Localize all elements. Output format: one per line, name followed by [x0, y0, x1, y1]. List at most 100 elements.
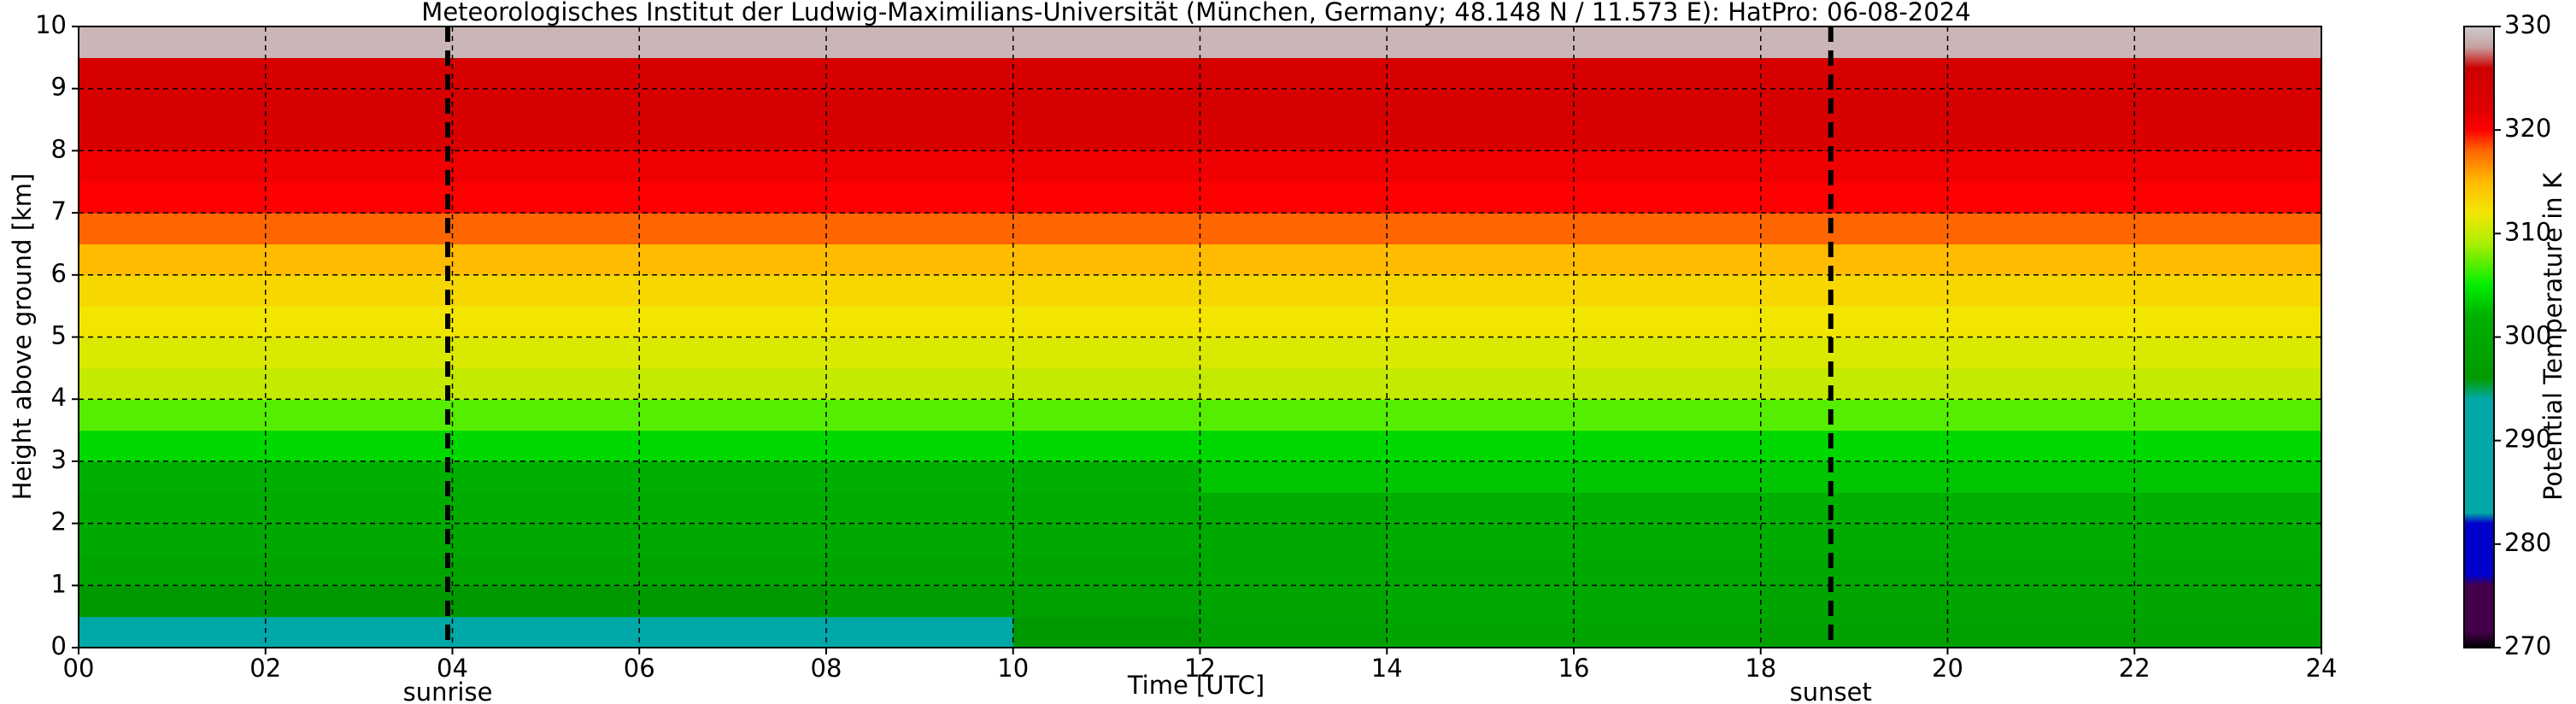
heat-cell [1200, 523, 1388, 555]
heat-cell [2134, 88, 2322, 120]
heat-cell [1574, 213, 1762, 245]
heat-cell [1200, 274, 1388, 307]
heat-cell [639, 367, 827, 400]
heat-cell [826, 57, 1014, 90]
heat-cell [1947, 367, 2135, 400]
heat-cell [1947, 88, 2135, 120]
heat-cell [1947, 120, 2135, 151]
heat-cell [452, 26, 640, 58]
heat-cell [639, 430, 827, 462]
colorbar-tick-label: 280 [2504, 528, 2551, 557]
x-tick-label: 18 [1745, 654, 1776, 683]
heat-cell [1012, 492, 1201, 525]
heat-cell [1947, 181, 2135, 214]
heat-cell [1947, 274, 2135, 307]
chart-title: Meteorologisches Institut der Ludwig-Max… [421, 0, 1970, 26]
heat-cell [1012, 26, 1201, 58]
heat-cell [1200, 492, 1388, 525]
heat-cell [1760, 150, 1949, 183]
heat-cell [79, 554, 267, 586]
heat-cell [1760, 213, 1949, 245]
heat-cell [452, 120, 640, 151]
heat-cell [1574, 523, 1762, 555]
heat-cell [79, 461, 267, 493]
heat-cell [1012, 461, 1201, 493]
heat-cell [1760, 492, 1949, 525]
heat-cell [2134, 585, 2322, 618]
heat-cell [79, 26, 267, 58]
heat-cell [1200, 150, 1388, 183]
y-tick-label: 0 [51, 631, 67, 660]
heat-cell [1947, 461, 2135, 493]
y-axis-label: Height above ground [km] [8, 173, 37, 501]
heat-cell [452, 150, 640, 183]
heat-cell [1387, 26, 1575, 58]
heat-cell [1200, 430, 1388, 462]
heat-cell [452, 554, 640, 586]
heat-cell [1760, 367, 1949, 400]
colorbar-tick-label: 300 [2504, 321, 2551, 350]
heat-cell [1387, 213, 1575, 245]
x-tick-label: 08 [811, 654, 842, 683]
heat-cell [1387, 430, 1575, 462]
heat-cell [265, 554, 454, 586]
heat-cell [1200, 399, 1388, 431]
heat-cell [1947, 243, 2135, 276]
x-tick-label: 12 [1184, 654, 1216, 683]
heat-cell [2134, 26, 2322, 58]
heat-cell [1200, 57, 1388, 90]
heat-cell [1200, 213, 1388, 245]
heat-cell [1947, 399, 2135, 431]
heat-cell [1574, 88, 1762, 120]
heat-cell [1012, 399, 1201, 431]
heat-cell [1574, 585, 1762, 618]
heat-cell [826, 150, 1014, 183]
y-tick-label: 1 [51, 569, 67, 598]
heat-cell [265, 120, 454, 151]
heat-cell [79, 243, 267, 276]
heat-cell [1387, 88, 1575, 120]
heat-cell [1387, 243, 1575, 276]
colorbar-tick-label: 330 [2504, 10, 2551, 39]
y-tick-label: 6 [51, 259, 67, 288]
heat-cell [826, 274, 1014, 307]
heat-cell [1200, 585, 1388, 618]
heat-cell [639, 337, 827, 369]
heat-cell [826, 26, 1014, 58]
heat-cell [1760, 181, 1949, 214]
heat-cell [265, 337, 454, 369]
heat-cell [79, 306, 267, 338]
heat-cell [1760, 554, 1949, 586]
heat-cell [79, 367, 267, 400]
heat-cell [1387, 181, 1575, 214]
heat-cell [2134, 399, 2322, 431]
heat-cell [1387, 367, 1575, 400]
heat-cell [1387, 616, 1575, 648]
heat-cell [1574, 26, 1762, 58]
heat-cell [79, 57, 267, 90]
heat-cell [1760, 120, 1949, 151]
x-tick-label: 10 [997, 654, 1029, 683]
heat-cell [1200, 120, 1388, 151]
heat-cell [1760, 57, 1949, 90]
heat-cell [826, 181, 1014, 214]
heat-cell [79, 399, 267, 431]
y-tick-label: 4 [51, 383, 67, 412]
heat-cell [1574, 274, 1762, 307]
heat-cell [1200, 554, 1388, 586]
heat-cell [1574, 306, 1762, 338]
heat-cell [265, 306, 454, 338]
heat-cell [2134, 120, 2322, 151]
heat-cell [1012, 213, 1201, 245]
heat-cell [639, 585, 827, 618]
heat-cell [265, 274, 454, 307]
heat-cell [2134, 492, 2322, 525]
heat-cell [1760, 616, 1949, 648]
heat-cell [79, 523, 267, 555]
heat-cell [826, 523, 1014, 555]
heat-cell [826, 492, 1014, 525]
y-tick-label: 3 [51, 445, 67, 474]
colorbar-tick-label: 270 [2504, 631, 2551, 660]
heat-cell [1574, 337, 1762, 369]
heat-cell [79, 181, 267, 214]
